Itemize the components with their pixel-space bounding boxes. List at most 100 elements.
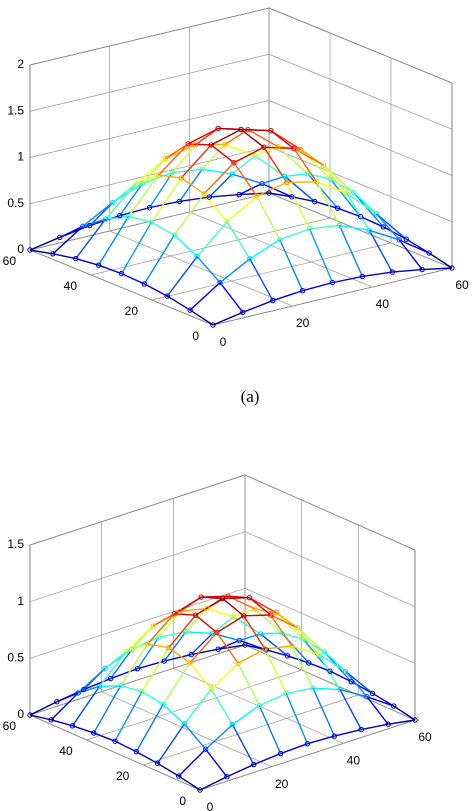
mesh-edge (168, 614, 197, 649)
mesh-edge (29, 714, 52, 721)
mesh-point (155, 172, 162, 178)
z-tick-label: 1 (17, 594, 24, 608)
mesh-edge (219, 282, 244, 313)
grid-line (29, 644, 246, 716)
mesh-edge (195, 614, 218, 634)
mesh-edge (240, 128, 265, 148)
mesh-point (348, 678, 354, 685)
mesh-point (289, 194, 295, 200)
mesh-edge (168, 647, 191, 664)
mesh-point (254, 193, 260, 199)
mesh-edge (110, 668, 138, 680)
mesh-point (139, 180, 146, 187)
mesh-point (150, 623, 156, 629)
mesh-edge (135, 704, 164, 753)
mesh-edge (263, 146, 294, 150)
mesh-point (185, 141, 191, 147)
grid-line (109, 230, 293, 307)
mesh-edge (174, 596, 202, 615)
z-tick-label: 2 (17, 57, 24, 71)
mesh-edge (157, 762, 180, 777)
mesh-edge (189, 632, 218, 664)
mesh-edge (362, 271, 393, 278)
mesh-edge (275, 612, 304, 640)
mesh-edge (261, 182, 293, 198)
mesh-point (133, 748, 139, 755)
mesh-edge (114, 691, 143, 742)
mesh-edge (112, 183, 136, 204)
mesh-edge (205, 748, 228, 778)
grid-line (244, 531, 416, 607)
grid-line (244, 474, 416, 551)
mesh-edge (120, 221, 152, 274)
mesh-edge (173, 193, 205, 236)
mesh-point (27, 247, 33, 253)
y-tick-label: 40 (59, 744, 73, 758)
mesh-edge (143, 234, 175, 285)
mesh-edge (148, 172, 173, 209)
mesh-edge (158, 611, 181, 638)
mesh-edge (179, 607, 207, 613)
mesh-point (403, 236, 409, 242)
mesh-edge (345, 192, 370, 231)
mesh-edge (350, 681, 373, 694)
mesh-edge (173, 234, 198, 258)
mesh-point (194, 253, 200, 260)
mesh-edge (226, 221, 251, 260)
mesh-point (396, 237, 402, 243)
mesh-edge (308, 662, 331, 672)
mesh-point (222, 141, 228, 148)
z-tick-label: 1.5 (7, 537, 24, 551)
mesh-edge (72, 725, 94, 734)
grid-line (90, 217, 331, 276)
mesh-edge (127, 174, 159, 217)
mesh-point (261, 144, 267, 150)
mesh-edge (226, 195, 258, 223)
mesh-point (188, 651, 194, 658)
z-tick-label: 0 (17, 242, 24, 256)
mesh-point (219, 595, 226, 602)
mesh-edge (188, 143, 212, 146)
mesh-point (192, 612, 199, 618)
mesh-point (50, 251, 56, 257)
mesh-edge (231, 724, 255, 765)
mesh-edge (237, 648, 266, 665)
mesh-point (321, 649, 328, 655)
mesh-edge (277, 146, 309, 175)
mesh-edge (339, 688, 368, 698)
mesh-edge (339, 689, 362, 730)
mesh-point (181, 721, 188, 727)
mesh-point (284, 179, 290, 186)
mesh-point (364, 694, 370, 700)
mesh-point (277, 236, 283, 243)
mesh-edge (338, 225, 364, 277)
z-tick-label: 1.5 (7, 103, 24, 117)
mesh-point (257, 631, 264, 637)
mesh-point (391, 703, 397, 709)
x-tick-label: 0 (207, 800, 214, 811)
mesh-point (164, 293, 170, 299)
mesh-edge (199, 776, 228, 791)
mesh-edge (77, 667, 106, 694)
mesh-edge (157, 143, 189, 176)
mesh-edge (270, 614, 293, 647)
mesh-point (109, 199, 116, 206)
mesh-edge (120, 643, 149, 687)
mesh-point (266, 190, 272, 196)
mesh-edge (369, 229, 400, 241)
z-tick-label: 0.5 (7, 196, 24, 210)
mesh-edge (162, 703, 185, 725)
mesh-point (242, 642, 248, 648)
mesh-edge (264, 645, 292, 650)
grid-line (199, 719, 416, 791)
mesh-edge (280, 743, 308, 755)
mesh-point (304, 740, 311, 747)
mesh-edge (216, 615, 245, 634)
mesh-point (267, 612, 274, 618)
mesh-point (197, 787, 203, 793)
mesh-point (144, 641, 151, 647)
mesh-edge (216, 632, 239, 664)
mesh-point (75, 690, 81, 696)
mesh-point (112, 738, 118, 744)
